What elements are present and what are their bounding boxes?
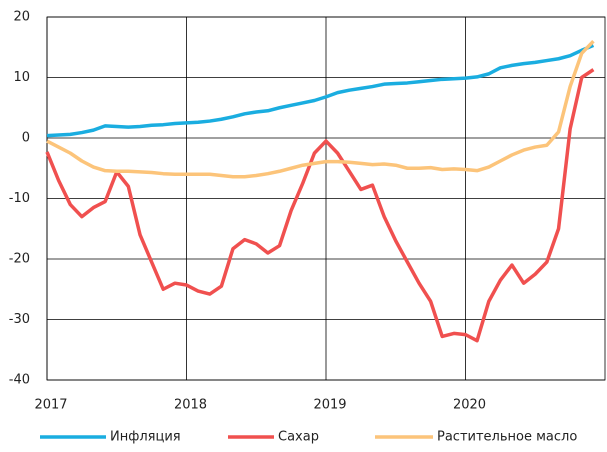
plot-frame	[46, 16, 606, 381]
legend-label: Сахар	[278, 430, 319, 445]
y-tick-label: -20	[9, 252, 30, 267]
y-tick-label: -10	[9, 191, 30, 206]
legend-label: Инфляция	[110, 430, 181, 445]
x-tick-label: 2020	[453, 398, 486, 413]
x-tick-label: 2018	[174, 398, 207, 413]
y-tick-label: 0	[22, 131, 30, 146]
y-tick-label: 10	[13, 70, 30, 85]
series-line	[46, 43, 595, 138]
series-line	[46, 39, 595, 179]
y-tick-label: -30	[9, 312, 30, 327]
legend-label: Растительное масло	[437, 430, 577, 445]
y-tick-label: 20	[13, 10, 30, 25]
y-tick-label: -40	[9, 373, 30, 388]
x-tick-label: 2019	[313, 398, 346, 413]
x-tick-label: 2017	[34, 398, 67, 413]
series-line	[45, 68, 595, 343]
